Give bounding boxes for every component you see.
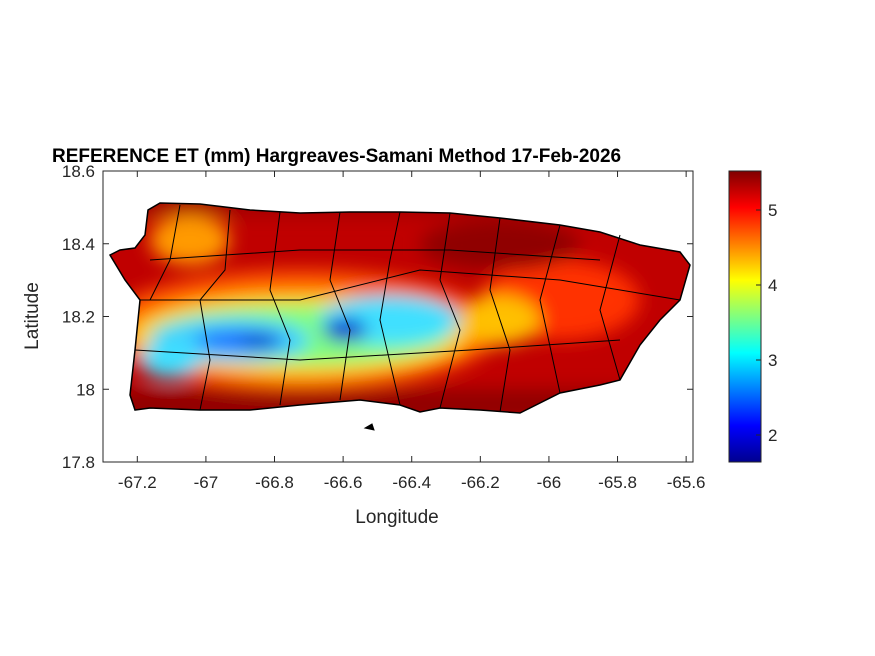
x-tick-label: -66.4 [392, 473, 431, 492]
figure-title: REFERENCE ET (mm) Hargreaves-Samani Meth… [52, 146, 621, 167]
municipality-boundaries [134, 204, 681, 431]
x-axis-label: Longitude [355, 507, 438, 528]
colorbar-tick-label: 2 [768, 426, 777, 445]
y-tick-label: 17.8 [62, 453, 95, 472]
y-axis-ticks: 17.8 18 18.2 18.4 18.6 [62, 162, 693, 472]
colorbar-ticks: 2 3 4 5 [756, 201, 777, 445]
y-axis-label: Latitude [22, 282, 43, 350]
colorbar-tick-label: 3 [768, 351, 777, 370]
y-tick-label: 18.2 [62, 308, 95, 327]
x-tick-label: -67.2 [118, 473, 157, 492]
x-tick-label: -67 [194, 473, 219, 492]
colorbar-tick-label: 5 [768, 201, 777, 220]
x-tick-label: -65.8 [598, 473, 637, 492]
y-tick-label: 18.4 [62, 235, 95, 254]
x-tick-label: -66 [537, 473, 562, 492]
colorbar [728, 170, 762, 463]
x-tick-label: -66.6 [324, 473, 363, 492]
x-tick-label: -66.8 [255, 473, 294, 492]
y-tick-label: 18 [76, 380, 95, 399]
x-tick-label: -66.2 [461, 473, 500, 492]
x-tick-label: -65.6 [667, 473, 706, 492]
x-axis-ticks: -67.2 -67 -66.8 -66.6 -66.4 -66.2 -66 -65.8 -65.… [118, 171, 706, 492]
y-tick-label: 18.6 [62, 162, 95, 181]
colorbar-tick-label: 4 [768, 276, 777, 295]
